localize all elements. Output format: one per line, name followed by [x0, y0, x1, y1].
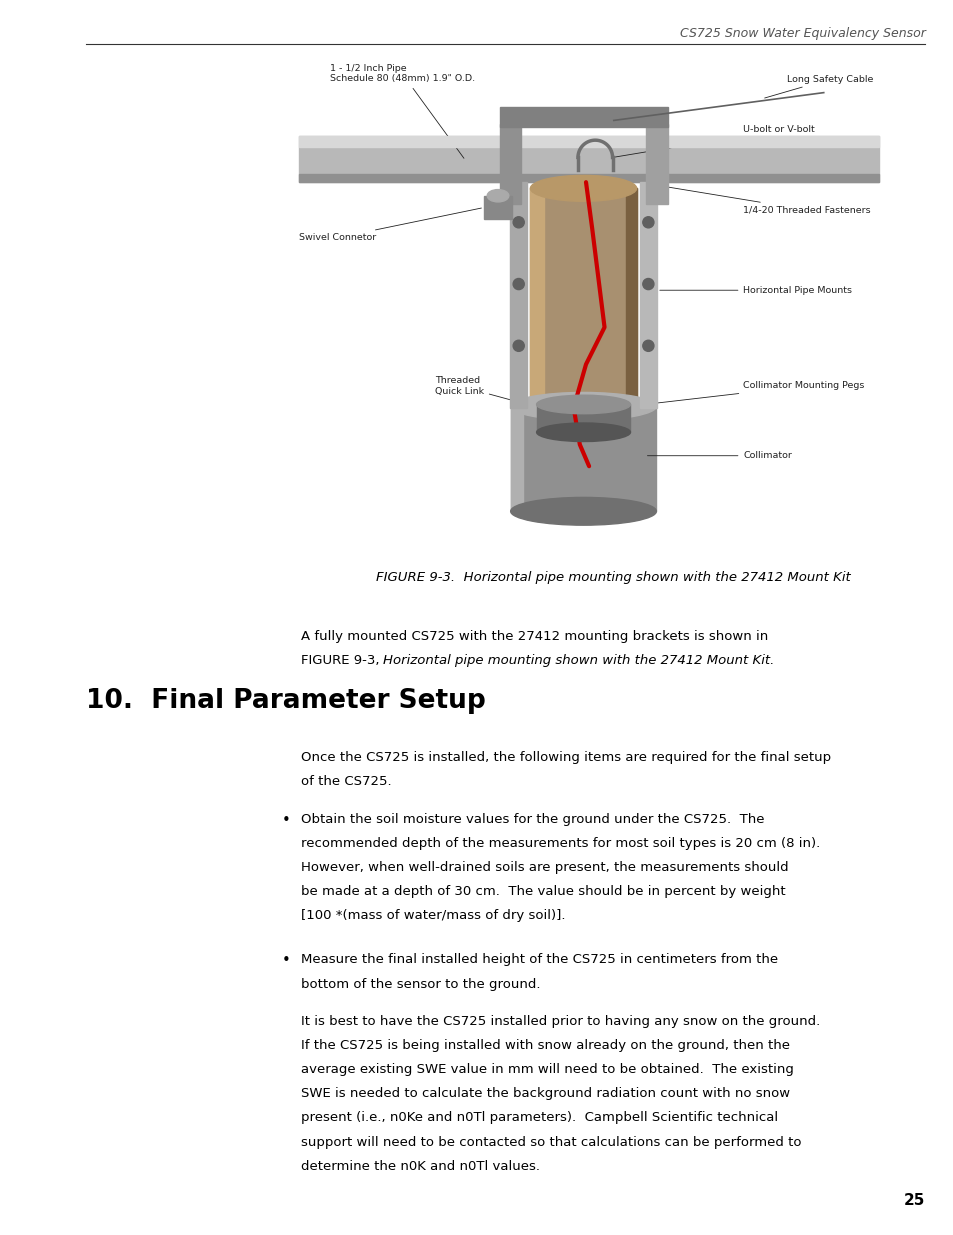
- Bar: [298, 136, 879, 147]
- Text: However, when well-drained soils are present, the measurements should: However, when well-drained soils are pre…: [300, 861, 787, 874]
- Text: 10.  Final Parameter Setup: 10. Final Parameter Setup: [86, 688, 485, 714]
- Ellipse shape: [510, 498, 656, 525]
- Bar: [625, 189, 636, 408]
- Text: Measure the final installed height of the CS725 in centimeters from the: Measure the final installed height of th…: [300, 953, 777, 967]
- Text: recommended depth of the measurements for most soil types is 20 cm (8 in).: recommended depth of the measurements fo…: [300, 837, 819, 850]
- Text: •: •: [281, 813, 290, 827]
- Text: FIGURE 9-3.  Horizontal pipe mounting shown with the 27412 Mount Kit: FIGURE 9-3. Horizontal pipe mounting sho…: [375, 571, 849, 584]
- Text: average existing SWE value in mm will need to be obtained.  The existing: average existing SWE value in mm will ne…: [300, 1063, 793, 1077]
- Text: It is best to have the CS725 installed prior to having any snow on the ground.: It is best to have the CS725 installed p…: [300, 1015, 819, 1029]
- Ellipse shape: [642, 216, 653, 227]
- Text: bottom of the sensor to the ground.: bottom of the sensor to the ground.: [300, 978, 539, 990]
- Bar: [510, 182, 527, 408]
- Ellipse shape: [536, 422, 630, 442]
- Ellipse shape: [642, 278, 653, 290]
- Text: CS725 Snow Water Equivalency Sensor: CS725 Snow Water Equivalency Sensor: [679, 26, 924, 40]
- Text: A fully mounted CS725 with the 27412 mounting brackets is shown in: A fully mounted CS725 with the 27412 mou…: [300, 630, 767, 643]
- Bar: [645, 124, 667, 204]
- Ellipse shape: [530, 175, 636, 201]
- Text: •: •: [281, 953, 290, 968]
- Text: Obtain the soil moisture values for the ground under the CS725.  The: Obtain the soil moisture values for the …: [300, 813, 763, 826]
- Text: FIGURE 9-3,: FIGURE 9-3,: [300, 655, 383, 667]
- Bar: [510, 406, 522, 511]
- Bar: [530, 189, 636, 408]
- Text: be made at a depth of 30 cm.  The value should be in percent by weight: be made at a depth of 30 cm. The value s…: [300, 884, 784, 898]
- Ellipse shape: [642, 340, 653, 351]
- Text: If the CS725 is being installed with snow already on the ground, then the: If the CS725 is being installed with sno…: [300, 1040, 789, 1052]
- Bar: [536, 405, 630, 432]
- Ellipse shape: [513, 216, 524, 227]
- Text: 1/4-20 Threaded Fasteners: 1/4-20 Threaded Fasteners: [659, 185, 870, 215]
- Bar: [298, 173, 879, 182]
- Ellipse shape: [510, 393, 656, 420]
- Bar: [499, 124, 520, 204]
- Text: support will need to be contacted so that calculations can be performed to: support will need to be contacted so tha…: [300, 1136, 801, 1149]
- Text: present (i.e., n0Ke and n0Tl parameters).  Campbell Scientific technical: present (i.e., n0Ke and n0Tl parameters)…: [300, 1112, 777, 1125]
- Text: [100 *(mass of water/mass of dry soil)].: [100 *(mass of water/mass of dry soil)].: [300, 909, 564, 923]
- Text: Collimator Mounting Pegs: Collimator Mounting Pegs: [647, 382, 864, 404]
- Bar: [499, 107, 667, 127]
- Text: U-bolt or V-bolt: U-bolt or V-bolt: [615, 125, 815, 157]
- Text: Swivel Connetor: Swivel Connetor: [298, 207, 481, 242]
- Bar: [639, 182, 657, 408]
- Text: Threaded
Quick Link: Threaded Quick Link: [435, 377, 577, 417]
- Text: Collimator: Collimator: [647, 451, 792, 461]
- Ellipse shape: [536, 395, 630, 414]
- Text: Horizontal Pipe Mounts: Horizontal Pipe Mounts: [659, 285, 852, 295]
- Bar: [510, 406, 656, 511]
- Text: 25: 25: [903, 1193, 924, 1208]
- Bar: [530, 189, 543, 408]
- Text: of the CS725.: of the CS725.: [300, 776, 391, 788]
- Bar: [298, 136, 879, 182]
- Text: determine the n0K and n0Tl values.: determine the n0K and n0Tl values.: [300, 1160, 539, 1173]
- Text: Long Safety Cable: Long Safety Cable: [764, 74, 872, 98]
- Text: 1 - 1/2 Inch Pipe
Schedule 80 (48mm) 1.9" O.D.: 1 - 1/2 Inch Pipe Schedule 80 (48mm) 1.9…: [330, 64, 475, 158]
- Text: Horizontal pipe mounting shown with the 27412 Mount Kit.: Horizontal pipe mounting shown with the …: [383, 655, 774, 667]
- Ellipse shape: [513, 340, 524, 351]
- Bar: [483, 195, 512, 220]
- Text: SWE is needed to calculate the background radiation count with no snow: SWE is needed to calculate the backgroun…: [300, 1088, 789, 1100]
- Ellipse shape: [487, 190, 508, 201]
- Text: Once the CS725 is installed, the following items are required for the final setu: Once the CS725 is installed, the followi…: [300, 751, 830, 764]
- Ellipse shape: [513, 278, 524, 290]
